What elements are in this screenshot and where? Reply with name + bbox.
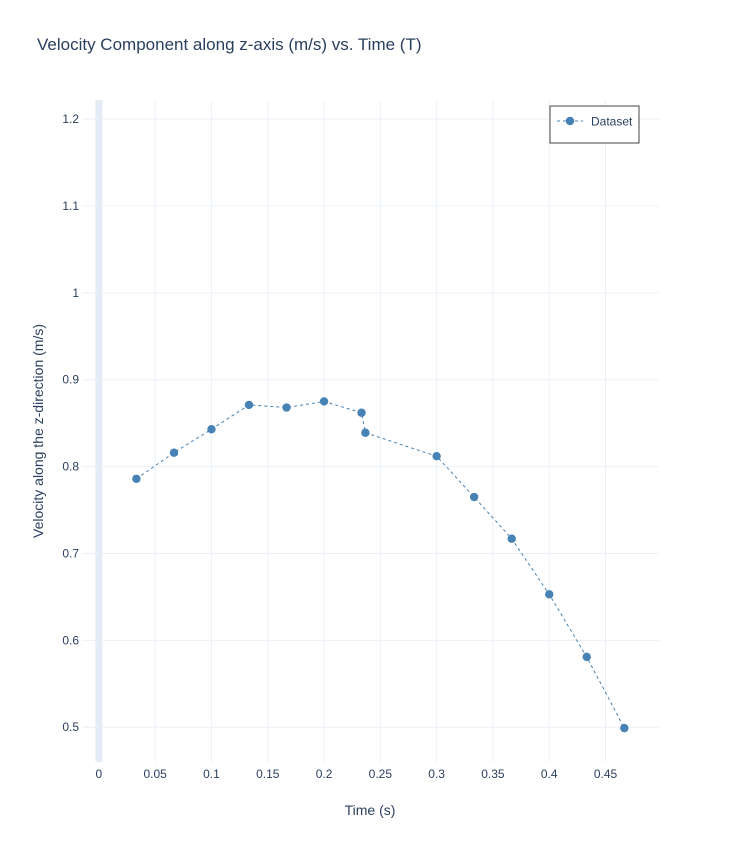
data-point[interactable]	[582, 652, 591, 662]
data-point[interactable]	[545, 590, 554, 599]
y-tick-label: 1.1	[62, 199, 79, 213]
series-layer	[132, 397, 629, 733]
data-point[interactable]	[432, 451, 441, 461]
y-tick-label: 0.7	[62, 546, 79, 560]
data-point[interactable]	[469, 492, 479, 502]
x-axis-label: Time (s)	[345, 802, 396, 818]
y-tick-label: 0.6	[62, 633, 79, 647]
y-tick-label: 0.9	[62, 373, 79, 387]
x-tick-label: 0.35	[481, 767, 505, 781]
legend-label-dataset: Dataset	[591, 115, 633, 129]
y-axis-ticks: 0.5 0.6 0.7 0.8 0.9 1 1.1 1.2	[62, 112, 79, 734]
x-tick-label: 0.25	[369, 767, 393, 781]
data-point[interactable]	[620, 723, 629, 733]
x-tick-label: 0.2	[316, 767, 333, 781]
y-tick-label: 1	[72, 286, 79, 300]
x-tick-label: 0	[96, 767, 103, 781]
data-point[interactable]	[319, 397, 329, 406]
x-tick-label: 0.1	[203, 767, 220, 781]
legend-box	[549, 105, 640, 144]
data-point[interactable]	[207, 425, 216, 434]
series-line	[136, 400, 625, 729]
x-zero-band	[95, 100, 103, 762]
y-tick-label: 1.2	[62, 112, 79, 126]
data-point[interactable]	[282, 403, 291, 412]
data-point[interactable]	[507, 534, 516, 543]
data-point[interactable]	[361, 428, 370, 437]
x-axis-ticks: 0 0.05 0.1 0.15 0.2 0.25 0.3 0.35 0.4 0.45	[96, 767, 618, 781]
chart-title: Velocity Component along z-axis (m/s) vs…	[37, 35, 422, 54]
x-tick-label: 0.45	[594, 767, 618, 781]
data-point[interactable]	[357, 408, 366, 417]
x-tick-label: 0.15	[256, 767, 280, 781]
data-point[interactable]	[169, 448, 179, 457]
legend-marker-swatch	[565, 116, 575, 126]
y-tick-label: 0.5	[62, 720, 79, 734]
y-tick-label: 0.8	[62, 460, 79, 474]
x-tick-label: 0.05	[144, 767, 168, 781]
legend[interactable]: Dataset	[549, 105, 640, 144]
grid	[82, 100, 659, 762]
x-tick-label: 0.3	[428, 767, 445, 781]
y-axis-label: Velocity along the z-direction (m/s)	[30, 324, 46, 538]
data-point[interactable]	[132, 474, 141, 483]
x-tick-label: 0.4	[541, 767, 558, 781]
data-point[interactable]	[244, 400, 254, 410]
